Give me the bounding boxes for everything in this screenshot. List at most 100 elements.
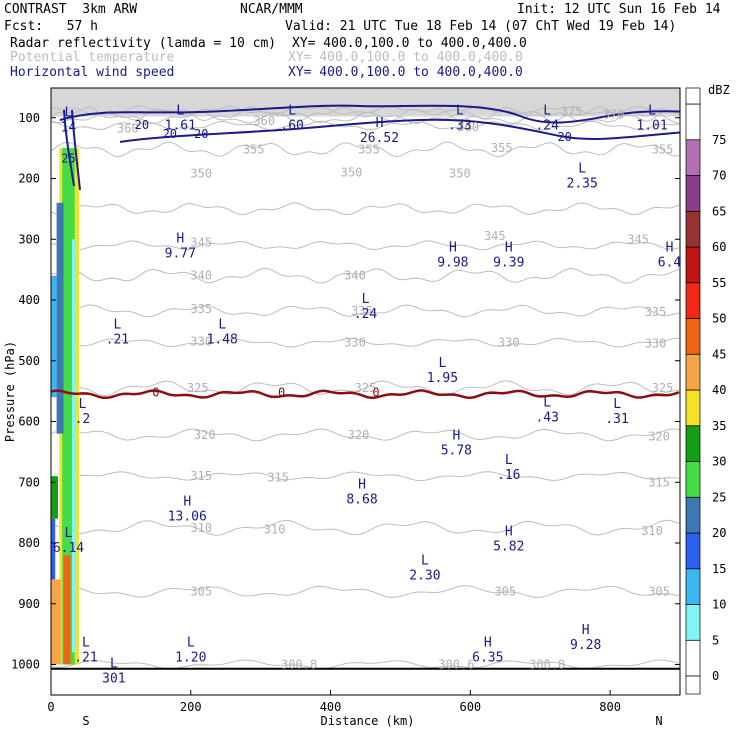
theta-label: 330 xyxy=(344,336,366,350)
extremum-high-marker: H xyxy=(449,240,457,255)
theta-label: 320 xyxy=(348,428,370,442)
isentrope-335 xyxy=(51,304,680,318)
colorbar-label: 40 xyxy=(712,383,726,397)
extremum-value: 14 xyxy=(61,121,77,136)
y-tick-label: 500 xyxy=(18,354,40,368)
colorbar-label: 25 xyxy=(712,490,726,504)
colorbar-swatch-55 xyxy=(685,246,701,284)
theta-label: 320 xyxy=(194,428,216,442)
extremum-low-marker: L xyxy=(218,318,226,333)
model-title: CONTRAST 3km ARW xyxy=(4,2,138,17)
colorbar-label: 45 xyxy=(712,347,726,361)
extremum-high-marker: H xyxy=(505,525,513,540)
colorbar-swatch-65 xyxy=(685,175,701,212)
extremum-value: 6.14 xyxy=(53,541,84,556)
colorbar-swatch-0 xyxy=(685,639,701,677)
wind-label-0: 0 xyxy=(152,385,159,399)
theta-label: 360 xyxy=(253,114,275,128)
isentrope-320 xyxy=(51,428,680,442)
colorbar-label: 10 xyxy=(712,598,726,612)
colorbar-label: 75 xyxy=(712,133,726,147)
x-axis-title: Distance (km) xyxy=(321,714,415,728)
wind-contour-20-upper xyxy=(59,104,680,124)
colorbar-swatch-30 xyxy=(685,425,701,462)
theta-label: 305 xyxy=(494,585,516,599)
theta-label: 375 xyxy=(561,105,583,119)
x-end-south: S xyxy=(82,714,89,728)
colorbar-swatch-35 xyxy=(685,389,701,427)
extremum-low-marker: L xyxy=(543,395,551,410)
theta-label: 360 xyxy=(117,122,139,136)
extremum-value: .16 xyxy=(497,468,520,483)
colorbar-label: 0 xyxy=(712,669,719,683)
theta-label: 350 xyxy=(449,167,471,181)
theta-label: 310 xyxy=(264,523,286,537)
reflectivity-band-1 xyxy=(62,148,75,665)
colorbar-swatch-5 xyxy=(685,604,701,641)
field-label-reflectivity: Radar reflectivity (lamda = 10 cm) xyxy=(10,36,277,51)
field-label-theta: Potential temperature xyxy=(10,50,175,65)
colorbar-swatch-15 xyxy=(685,532,701,570)
extremum-low-marker: L xyxy=(65,106,73,121)
theta-label: 325 xyxy=(652,381,674,395)
extremum-value: 8.68 xyxy=(346,492,377,507)
extremum-low-marker: L xyxy=(578,161,586,176)
extremum-value: 6.35 xyxy=(472,650,503,665)
wind-label-20: 20 xyxy=(194,127,208,141)
colorbar-label: 65 xyxy=(712,204,726,218)
colorbar-swatch-70 xyxy=(685,139,701,176)
colorbar-label: 15 xyxy=(712,562,726,576)
theta-label: 300.8 xyxy=(529,658,565,672)
theta-label: 315 xyxy=(267,470,289,484)
theta-label: 315 xyxy=(190,469,212,483)
isentrope-355 xyxy=(51,141,680,158)
colorbar-swatch-25 xyxy=(685,461,701,498)
extremum-high-marker: H xyxy=(183,494,191,509)
extremum-value: 2.35 xyxy=(567,176,598,191)
extremum-low-marker: L xyxy=(176,104,184,119)
reflectivity-band-3 xyxy=(51,275,57,398)
isentrope-305 xyxy=(51,585,680,598)
y-tick-label: 700 xyxy=(18,475,40,489)
reflectivity-band-2 xyxy=(56,202,64,434)
theta-contours xyxy=(51,88,680,670)
extremum-value: .33 xyxy=(448,119,471,134)
extremum-value: .24 xyxy=(535,119,559,134)
colorbar-label: 5 xyxy=(712,633,719,647)
colorbar: 0 5 10 15 20 25 30 35 40 45 50 55 60 65 70 75 dBZ xyxy=(685,83,730,695)
colorbar-units: dBZ xyxy=(708,83,730,97)
isentrope-330 xyxy=(51,337,680,348)
colorbar-swatch-50 xyxy=(685,282,701,319)
theta-label: 340 xyxy=(344,269,366,283)
colorbar-top-cap xyxy=(685,87,701,105)
extremum-value: 5.78 xyxy=(441,444,472,459)
extremum-high-marker: H xyxy=(484,635,492,650)
colorbar-label: 55 xyxy=(712,276,726,290)
isentrope-350 xyxy=(51,202,680,216)
theta-label: 355 xyxy=(491,141,513,155)
y-tick-label: 900 xyxy=(18,597,40,611)
theta-label: 325 xyxy=(355,381,377,395)
theta-label: 330 xyxy=(190,334,212,348)
colorbar-label: 70 xyxy=(712,169,726,183)
reflectivity-shading xyxy=(51,148,79,665)
colorbar-bottom-cap xyxy=(685,675,701,695)
colorbar-label: 60 xyxy=(712,240,726,254)
forecast-hour: Fcst: 57 h xyxy=(4,19,98,34)
extremum-value: 6.4 xyxy=(658,255,682,270)
colorbar-label: 50 xyxy=(712,312,726,326)
extremum-value: 1.20 xyxy=(175,650,206,665)
field-xy-reflectivity: XY= 400.0,100.0 to 400.0,400.0 xyxy=(292,36,527,51)
theta-label: 355 xyxy=(652,142,674,156)
wind-label-25: 25 xyxy=(61,151,75,165)
extremum-high-marker: H xyxy=(376,116,384,131)
reflectivity-band-4 xyxy=(51,476,58,519)
theta-label: 310 xyxy=(641,524,663,538)
extremum-value: 1.95 xyxy=(427,371,458,386)
isentrope-345 xyxy=(51,240,680,251)
theta-label: 330 xyxy=(645,337,667,351)
theta-label: 315 xyxy=(648,475,670,489)
y-tick-label: 600 xyxy=(18,415,40,429)
extremum-value: 13.06 xyxy=(168,509,207,524)
